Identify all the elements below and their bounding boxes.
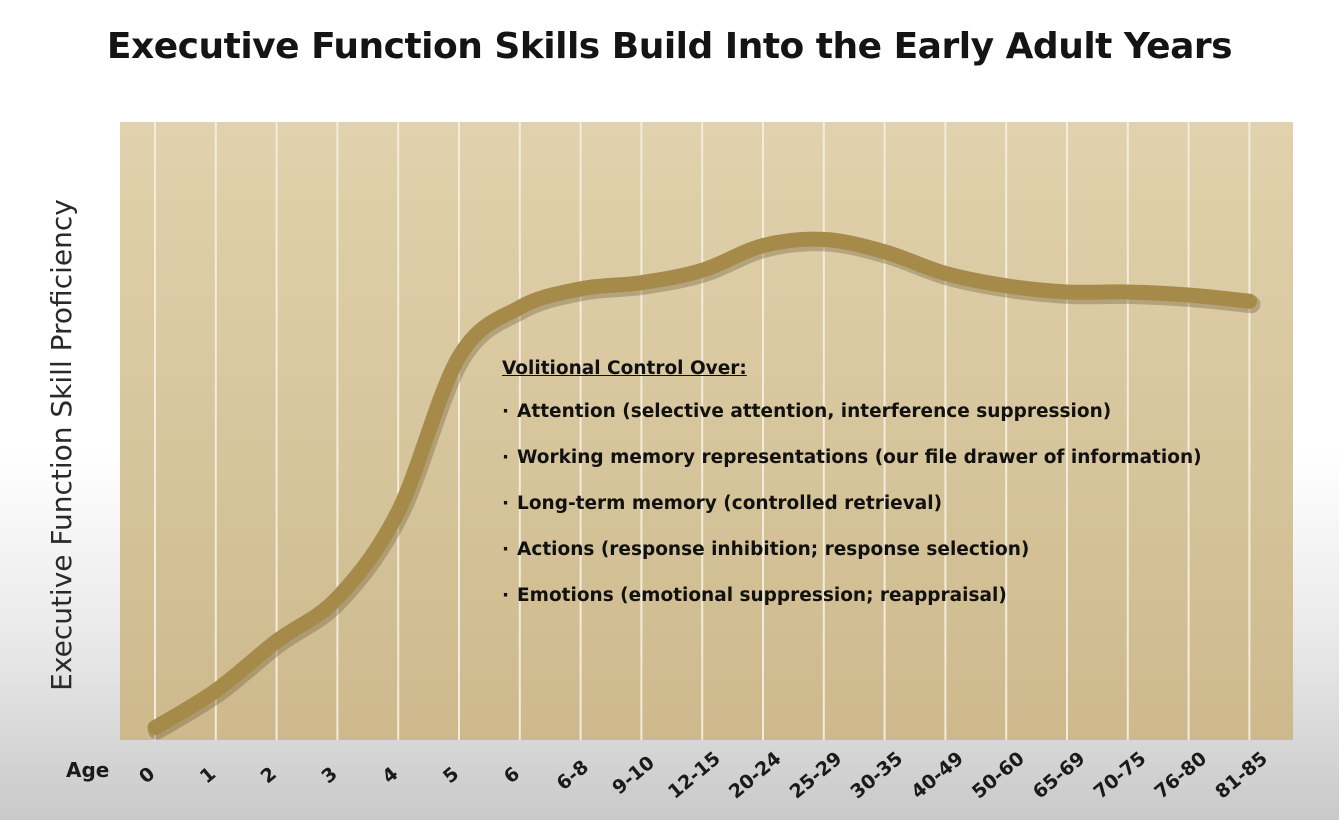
x-tick-label: 76-80 [1150, 747, 1211, 803]
x-tick-label: 5 [439, 763, 463, 788]
annotation-item-text: Long-term memory (controlled retrieval) [517, 493, 943, 514]
x-tick-label: 4 [378, 763, 402, 788]
x-tick-label: 20-24 [725, 747, 786, 803]
plot-background [120, 122, 1293, 740]
x-tick-label: 12-15 [664, 747, 725, 803]
annotation-item: · Actions (response inhibition; response … [502, 539, 1030, 560]
x-tick-labels: 0 1 2 3 4 5 6 6-8 9-10 12-15 20-24 25-29 30-35 40-49 5… [135, 747, 1272, 803]
annotation-list: · Attention (selective attention, interfe… [502, 401, 1282, 606]
x-tick-label: 6-8 [553, 756, 593, 795]
y-axis-label: Executive Function Skill Proficiency [45, 199, 78, 691]
annotation-item: · Long-term memory (controlled retrieval) [502, 493, 943, 514]
grid-lines [154, 122, 1251, 740]
x-tick-label: 65-69 [1029, 747, 1090, 803]
annotation-item: · Emotions (emotional suppression; reappr… [502, 585, 1007, 606]
chart-title: Executive Function Skills Build Into the… [106, 26, 1233, 67]
x-tick-label: 1 [196, 763, 220, 788]
annotation-item: · Working memory representations (our fil… [502, 447, 1202, 468]
x-tick-label: 81-85 [1211, 747, 1272, 803]
annotation-item-text: Working memory representations (our file… [517, 447, 1202, 468]
annotation-item: · Attention (selective attention, interfe… [502, 401, 1112, 422]
annotation-item-text: Actions (response inhibition; response s… [517, 539, 1030, 560]
x-tick-label: 50-60 [968, 747, 1029, 803]
x-tick-label: 30-35 [846, 747, 907, 803]
annotation-item-text: Attention (selective attention, interfer… [517, 401, 1112, 422]
x-tick-label: 9-10 [608, 752, 659, 799]
x-tick-label: 25-29 [786, 747, 847, 803]
x-tick-label: 2 [257, 763, 281, 788]
annotation-item-text: Emotions (emotional suppression; reappra… [517, 585, 1007, 606]
proficiency-curve [147, 231, 1257, 736]
x-tick-label: 6 [500, 763, 524, 788]
annotation-box: Volitional Control Over: · Attention (sel… [502, 358, 1282, 631]
x-tick-label: 0 [135, 763, 159, 788]
x-tick-label: 40-49 [907, 747, 968, 803]
x-axis-label: Age [66, 758, 110, 782]
x-tick-label: 3 [317, 763, 341, 788]
annotation-heading: Volitional Control Over: [502, 358, 747, 379]
x-tick-label: 70-75 [1090, 747, 1151, 803]
